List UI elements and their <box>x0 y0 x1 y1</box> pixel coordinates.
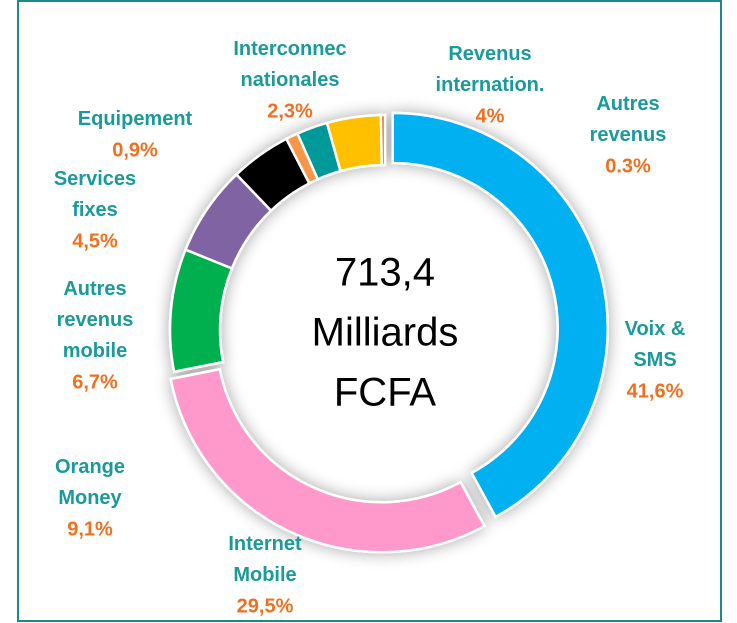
value-label: 4,5% <box>72 230 118 252</box>
category-label: Interconnec nationales <box>233 38 346 91</box>
donut-segment <box>379 113 387 167</box>
value-label: 2,3% <box>267 100 313 122</box>
category-label: Voix & SMS <box>625 318 686 371</box>
value-label: 9,1% <box>67 518 113 540</box>
donut <box>168 111 609 554</box>
center-text: FCFA <box>334 371 437 415</box>
value-label: 4% <box>476 105 505 127</box>
donut-segment <box>391 111 609 519</box>
value-label: 41,6% <box>627 380 684 402</box>
category-label: Orange Money <box>55 456 125 509</box>
value-label: 6,7% <box>72 371 118 393</box>
category-label: Revenus internation. <box>436 43 545 96</box>
category-label: Equipement <box>78 108 193 130</box>
category-label: Services fixes <box>54 168 136 221</box>
center-text: 713,4 <box>335 251 435 295</box>
value-label: 0,9% <box>112 139 158 161</box>
center-text: Milliards <box>312 311 459 355</box>
donut-segment <box>169 367 487 554</box>
value-label: 29,5% <box>237 595 294 617</box>
value-label: 0.3% <box>605 155 651 177</box>
category-label: Autres revenus <box>590 93 667 146</box>
category-label: Autres revenus mobile <box>57 278 134 362</box>
category-label: Internet Mobile <box>228 533 302 586</box>
